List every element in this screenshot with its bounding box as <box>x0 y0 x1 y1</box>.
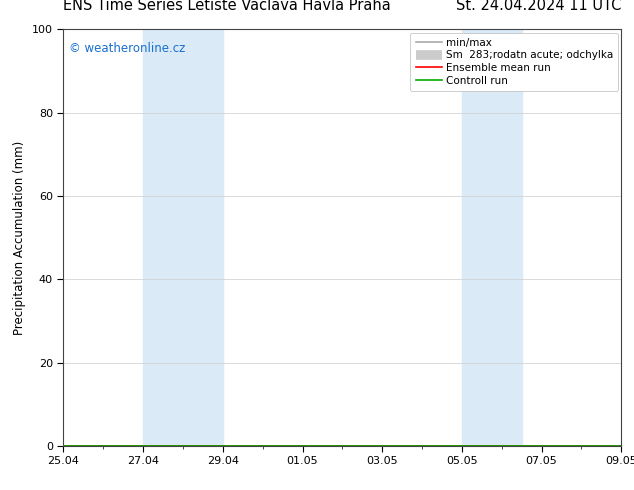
Bar <box>462 29 522 446</box>
Text: ENS Time Series Letiště Václava Havla Praha: ENS Time Series Letiště Václava Havla Pr… <box>63 0 391 13</box>
Text: © weatheronline.cz: © weatheronline.cz <box>69 42 185 55</box>
Bar <box>143 29 223 446</box>
Text: St. 24.04.2024 11 UTC: St. 24.04.2024 11 UTC <box>456 0 621 13</box>
Y-axis label: Precipitation Accumulation (mm): Precipitation Accumulation (mm) <box>13 141 27 335</box>
Legend: min/max, Sm  283;rodatn acute; odchylka, Ensemble mean run, Controll run: min/max, Sm 283;rodatn acute; odchylka, … <box>410 32 618 91</box>
Title: ENS Time Series Letiště Václava Havla Praha      St. 24.04.2024 11 UTC: ENS Time Series Letiště Václava Havla Pr… <box>0 489 1 490</box>
